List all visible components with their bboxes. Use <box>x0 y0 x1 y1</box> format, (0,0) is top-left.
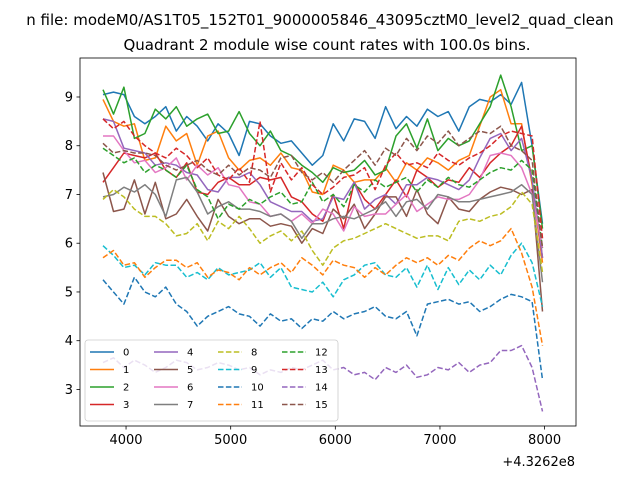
x-tick-label-5000: 5000 <box>214 433 247 448</box>
x-axis-offset-label: +4.3262e8 <box>502 455 575 470</box>
series-line-0 <box>102 81 544 224</box>
y-tick-label-3: 3 <box>65 383 73 398</box>
legend-label-4: 4 <box>187 348 193 359</box>
series-line-4 <box>102 118 544 258</box>
legend-label-3: 3 <box>123 400 129 411</box>
legend-label-11: 11 <box>251 400 264 411</box>
legend-label-5: 5 <box>187 365 193 376</box>
series-line-13 <box>102 118 544 239</box>
x-tick-label-6000: 6000 <box>319 433 352 448</box>
x-tick-label-7000: 7000 <box>423 433 456 448</box>
series-line-2 <box>102 74 544 229</box>
series-line-3 <box>102 125 544 258</box>
plot-area: 4000 5000 6000 7000 800034567890123456789101… <box>65 57 577 448</box>
series-line-9 <box>102 242 544 307</box>
legend-label-15: 15 <box>315 400 328 411</box>
series-line-10 <box>102 276 544 380</box>
legend-label-2: 2 <box>123 383 129 394</box>
chart-title: Quadrant 2 module wise count rates with … <box>123 36 530 54</box>
y-tick-label-6: 6 <box>65 237 73 252</box>
legend-label-9: 9 <box>251 365 257 376</box>
y-tick-label-9: 9 <box>65 90 73 105</box>
y-tick-label-8: 8 <box>65 139 73 154</box>
series-line-5 <box>102 172 544 312</box>
legend-label-13: 13 <box>315 365 328 376</box>
y-tick-label-7: 7 <box>65 188 73 203</box>
series-line-12 <box>102 147 544 249</box>
legend-label-6: 6 <box>187 383 193 394</box>
series-line-7 <box>102 176 544 283</box>
axes-frame <box>79 57 577 427</box>
legend-label-7: 7 <box>187 400 193 411</box>
x-tick-label-8000: 8000 <box>528 433 561 448</box>
legend-label-0: 0 <box>123 348 129 359</box>
legend-label-8: 8 <box>251 348 257 359</box>
y-tick-label-5: 5 <box>65 285 73 300</box>
series-line-1 <box>102 88 544 263</box>
x-tick-label-4000: 4000 <box>109 433 142 448</box>
legend-box <box>84 339 339 422</box>
series-line-11 <box>102 227 544 346</box>
legend-label-12: 12 <box>315 348 328 359</box>
series-line-8 <box>102 188 544 273</box>
figure-suptitle: n file: modeM0/AS1T05_152T01_9000005846_… <box>26 11 613 30</box>
series-line-6 <box>103 135 544 249</box>
legend-label-10: 10 <box>251 383 264 394</box>
legend-label-14: 14 <box>315 383 328 394</box>
legend-label-1: 1 <box>123 365 129 376</box>
series-line-15 <box>102 125 544 249</box>
y-tick-label-4: 4 <box>65 334 73 349</box>
